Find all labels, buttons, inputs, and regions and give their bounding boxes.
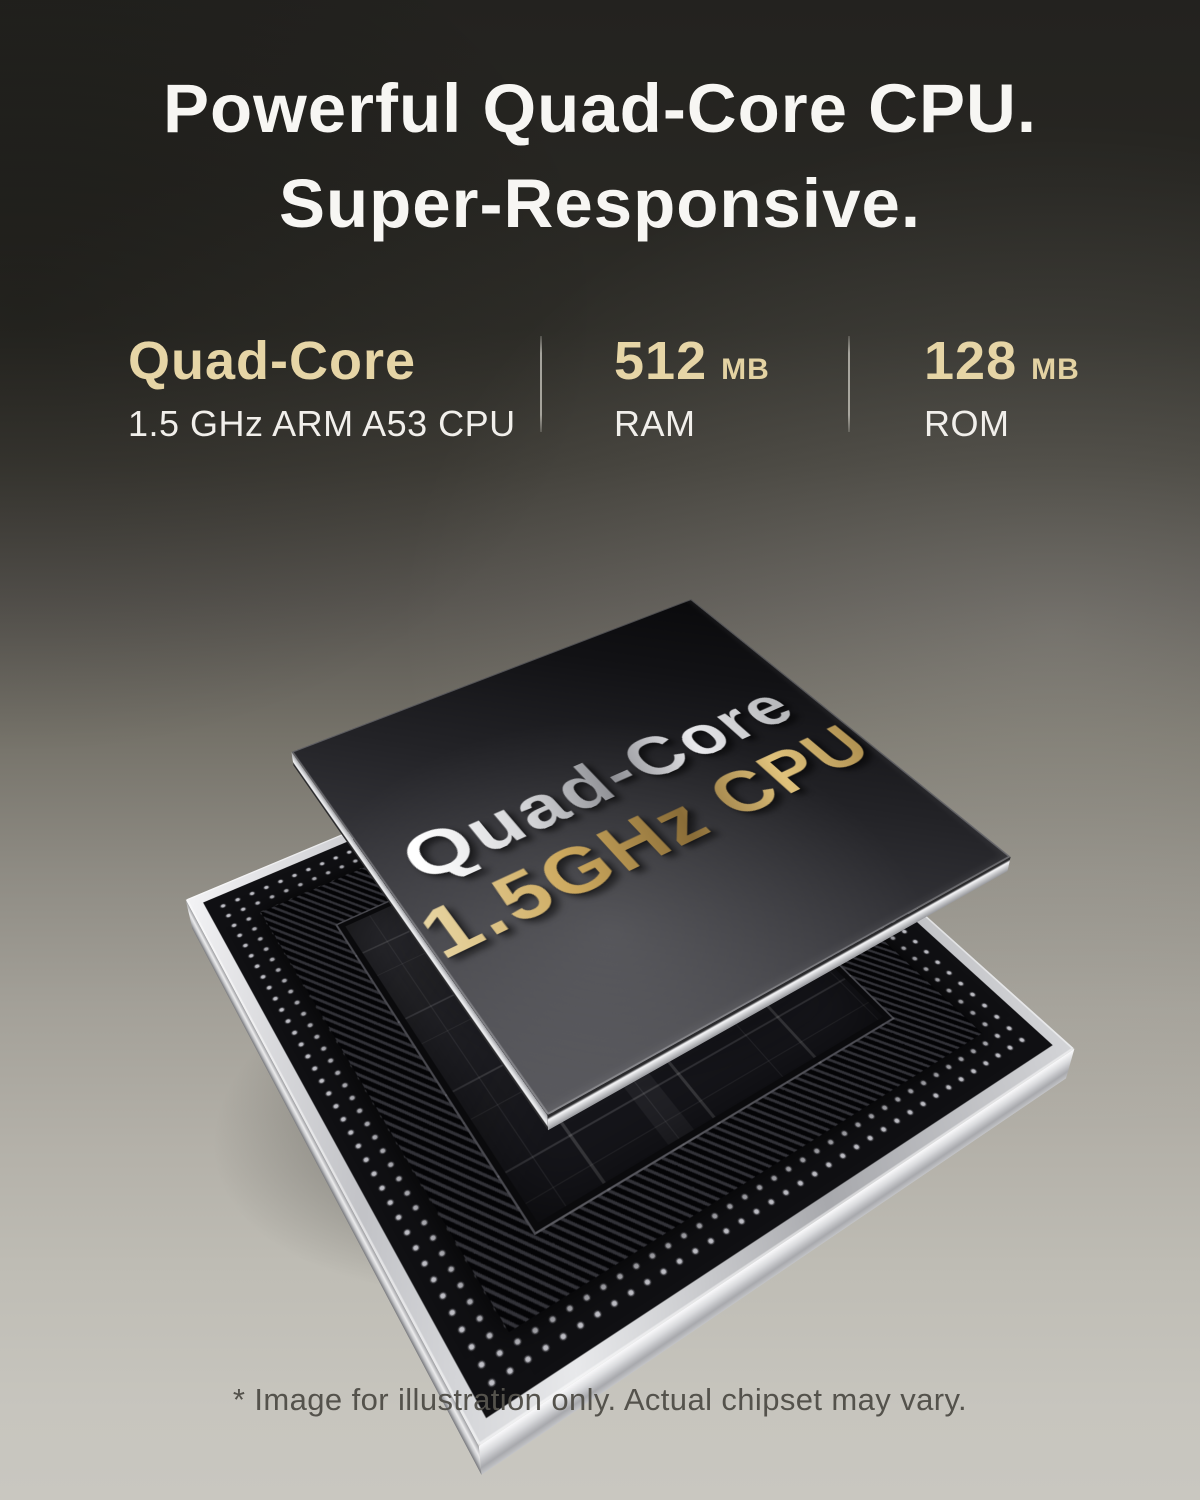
spec-cpu-value-row: Quad-Core [128,334,540,388]
spec-ram-label: RAM [614,403,696,444]
disclaimer-note: * Image for illustration only. Actual ch… [232,1382,968,1417]
headline-line-2: Super-Responsive. [278,164,921,242]
headline: Powerful Quad-Core CPU. Super-Responsive… [0,62,1200,251]
vertical-divider-2 [848,336,850,432]
spec-cpu: Quad-Core 1.5 GHz ARM A53 CPU [128,334,540,442]
vertical-divider-1 [540,336,542,432]
headline-line-1: Powerful Quad-Core CPU. [162,70,1038,147]
spec-cpu-label: 1.5 GHz ARM A53 CPU [128,403,516,444]
spec-cpu-value: Quad-Core [128,331,417,391]
spec-rom-value-row: 128 MB [924,334,1080,388]
spec-rom-value: 128 [924,331,1018,391]
spec-rom: 128 MB ROM [850,334,1080,442]
spec-ram-value: 512 [614,331,708,391]
spec-rom-label: ROM [924,403,1010,444]
spec-ram-unit: MB [721,353,770,386]
spec-ram-value-row: 512 MB [614,334,848,388]
chip-board: Quad-Core 1.5GHz CPU [185,598,1075,1475]
spec-ram: 512 MB RAM [542,334,848,442]
spec-row: Quad-Core 1.5 GHz ARM A53 CPU 512 MB RAM… [0,334,1200,442]
spec-rom-unit: MB [1031,353,1080,386]
